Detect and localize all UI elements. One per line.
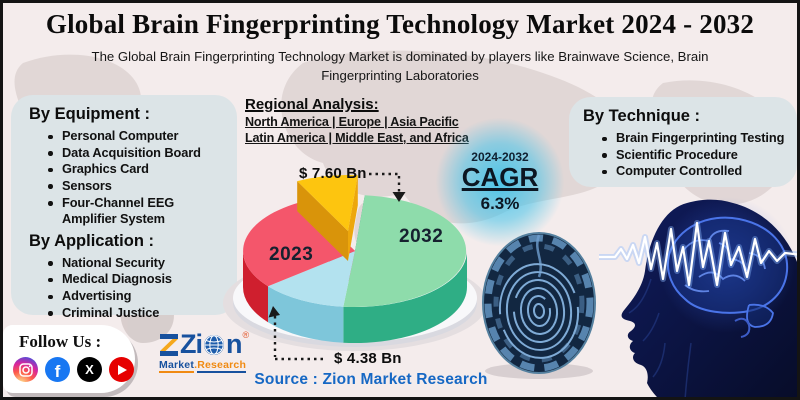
logo-text-tail: n — [226, 329, 242, 359]
cagr-label: CAGR — [461, 162, 539, 193]
logo-subtext: Market.Research — [159, 359, 271, 373]
list-item: Computer Controlled — [601, 163, 791, 180]
registered-mark: ® — [242, 330, 250, 340]
list-item: Medical Diagnosis — [47, 271, 231, 288]
facebook-icon[interactable]: f — [45, 357, 70, 382]
regional-analysis: Regional Analysis: North America | Europ… — [245, 96, 473, 146]
arrow-low-value — [273, 316, 324, 361]
list-item: Sensors — [47, 178, 231, 195]
application-list: National Security Medical Diagnosis Advert… — [29, 255, 231, 322]
technique-panel: By Technique : Brain Fingerprinting Test… — [569, 97, 797, 187]
x-twitter-icon[interactable]: X — [77, 357, 102, 382]
logo-text-head: Zi — [180, 329, 203, 359]
logo-globe-icon — [204, 335, 224, 355]
cagr-badge: 2024-2032 CAGR 6.3% — [435, 117, 565, 247]
list-item: Data Acquisition Board — [47, 145, 231, 162]
source-credit: Source : Zion Market Research — [254, 371, 488, 388]
segmentation-panel-left: By Equipment : Personal Computer Data Acq… — [11, 95, 237, 320]
equipment-list: Personal Computer Data Acquisition Board G… — [29, 128, 231, 228]
logo-subtext-research: Research — [197, 359, 247, 373]
list-item: National Security — [47, 255, 231, 272]
slice-2032-cut-face — [355, 195, 365, 287]
slice-blue-side — [268, 286, 344, 343]
slice-label-2032: 2032 — [399, 226, 444, 247]
regional-line-2: Latin America | Middle East, and Africa — [245, 130, 469, 145]
cagr-value: 6.3% — [480, 193, 520, 213]
arrow-high-value — [369, 172, 401, 192]
head-brain-eeg-image — [599, 197, 797, 397]
list-item: Graphics Card — [47, 161, 231, 178]
list-item: Personal Computer — [47, 128, 231, 145]
value-2023: $ 4.38 Bn — [334, 350, 402, 367]
slice-2023-side — [243, 251, 268, 323]
regional-line-1: North America | Europe | Asia Pacific — [245, 115, 459, 129]
regional-heading: Regional Analysis: — [245, 96, 379, 113]
youtube-icon[interactable] — [109, 357, 134, 382]
zion-logo: Zi n ® Market.Research — [159, 329, 271, 373]
application-heading: By Application : — [29, 231, 154, 250]
instagram-icon[interactable] — [13, 357, 38, 382]
technique-heading: By Technique : — [583, 107, 701, 125]
list-item: Four-Channel EEG Amplifier System — [47, 195, 231, 228]
page-title: Global Brain Fingerprinting Technology M… — [45, 9, 755, 39]
logo-subtext-market: Market — [159, 359, 195, 373]
page-subtitle: The Global Brain Fingerprinting Technolo… — [91, 49, 709, 84]
follow-us-pill: Follow Us : f X — [3, 325, 135, 393]
slice-label-2023: 2023 — [269, 244, 314, 265]
eeg-waveform — [599, 221, 797, 287]
social-icons-row: f X — [13, 357, 135, 382]
slice-2032-side — [343, 251, 468, 344]
list-item: Criminal Justice — [47, 305, 231, 322]
arrow-low-head — [268, 306, 280, 318]
equipment-heading: By Equipment : — [29, 105, 151, 123]
cagr-period: 2024-2032 — [471, 150, 529, 165]
value-2032: $ 7.60 Bn — [299, 165, 367, 182]
list-item: Scientific Procedure — [601, 147, 791, 164]
pie-platform — [233, 254, 477, 342]
brain-fingerprint-image — [482, 232, 596, 379]
follow-us-label: Follow Us : — [19, 332, 102, 351]
arrow-high-head — [392, 192, 406, 202]
logo-subtext-dot: . — [194, 359, 198, 371]
list-item: Brain Fingerprinting Testing — [601, 130, 791, 147]
list-item: Advertising — [47, 288, 231, 305]
logo-z-glyph — [160, 334, 178, 356]
technique-list: Brain Fingerprinting Testing Scientific P… — [583, 130, 791, 180]
